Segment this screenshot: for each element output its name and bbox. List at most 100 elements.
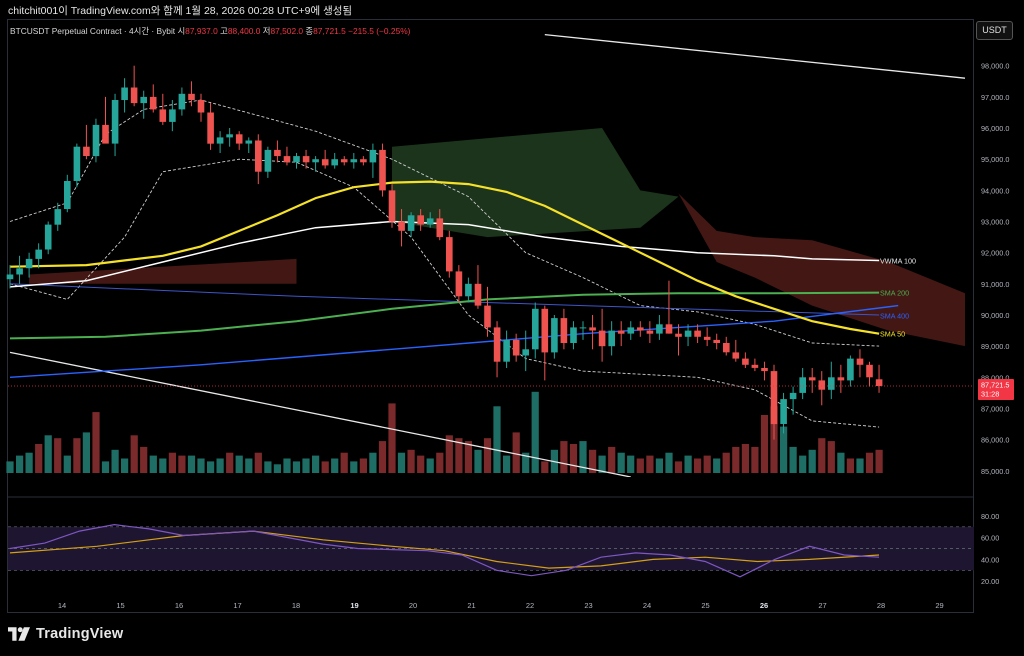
candle bbox=[598, 330, 606, 347]
candle bbox=[608, 330, 615, 347]
volume-bar bbox=[760, 415, 769, 473]
candle bbox=[799, 377, 806, 393]
candle bbox=[340, 159, 348, 163]
candle bbox=[245, 140, 253, 144]
candle bbox=[331, 159, 338, 166]
volume-bar bbox=[589, 449, 597, 473]
candle bbox=[35, 249, 42, 259]
low-value: 87,502.0 bbox=[270, 26, 304, 36]
candle bbox=[818, 380, 826, 390]
candle bbox=[321, 159, 329, 166]
ichimoku-cloud-green-1 bbox=[392, 128, 679, 238]
volume-bar bbox=[292, 461, 301, 473]
candle bbox=[169, 109, 176, 122]
volume-bar bbox=[63, 455, 71, 473]
snapshot-caption: chitchit001이 TradingView.com와 함께 1월 28, … bbox=[8, 5, 353, 17]
rsi-line bbox=[9, 523, 880, 578]
candle bbox=[503, 339, 510, 362]
volume-bar bbox=[16, 455, 24, 473]
rsi-axis-label: 60.00 bbox=[981, 534, 999, 543]
volume-bar bbox=[780, 426, 788, 473]
currency-button[interactable]: USDT bbox=[976, 21, 1013, 40]
candle bbox=[627, 327, 635, 334]
candle bbox=[436, 218, 444, 238]
tradingview-brand[interactable]: TradingView bbox=[8, 626, 123, 642]
candle bbox=[684, 330, 692, 337]
last-price-badge bbox=[978, 379, 1014, 400]
price-axis-label: 92,000.0 bbox=[981, 249, 1009, 258]
volume-bar bbox=[741, 444, 749, 473]
symbol-title: BTCUSDT Perpetual Contract · 4시간 · Bybit bbox=[10, 26, 176, 36]
volume-bar bbox=[617, 452, 625, 473]
volume-bar bbox=[837, 452, 845, 473]
candle bbox=[111, 100, 119, 144]
candle bbox=[25, 258, 33, 269]
volume-bar bbox=[846, 458, 854, 473]
volume-bar bbox=[44, 435, 52, 473]
time-axis-label: 24 bbox=[643, 601, 651, 610]
candle bbox=[360, 159, 367, 163]
price-axis-label: 87,000.0 bbox=[981, 405, 1009, 414]
candle bbox=[130, 87, 138, 104]
upper-band-line bbox=[9, 99, 880, 347]
volume-bar bbox=[627, 455, 635, 473]
candle bbox=[703, 336, 711, 340]
candle bbox=[532, 308, 539, 350]
candle bbox=[847, 358, 854, 381]
candle bbox=[350, 159, 358, 163]
volume-bar bbox=[522, 452, 530, 473]
volume-bar bbox=[54, 438, 62, 473]
candle bbox=[149, 96, 157, 110]
price-axis-label: 90,000.0 bbox=[981, 311, 1009, 320]
close-label: 종 bbox=[305, 26, 314, 36]
candle bbox=[64, 181, 71, 209]
volume-bar bbox=[464, 441, 472, 473]
volume-bar bbox=[694, 458, 702, 473]
candle bbox=[465, 283, 472, 297]
candle bbox=[493, 327, 501, 362]
volume-bar bbox=[674, 461, 683, 473]
candle bbox=[474, 283, 482, 306]
candle bbox=[484, 305, 491, 328]
volume-bar bbox=[140, 446, 148, 473]
candle bbox=[694, 330, 701, 337]
vwma100-label: VWMA 100 bbox=[880, 257, 916, 266]
price-axis-label: 89,000.0 bbox=[981, 342, 1009, 351]
volume-bar bbox=[226, 452, 234, 473]
time-axis-label: 27 bbox=[818, 601, 826, 610]
volume-bar bbox=[378, 441, 387, 473]
price-axis-label: 94,000.0 bbox=[981, 186, 1009, 195]
candle bbox=[83, 146, 90, 156]
price-axis-label: 93,000.0 bbox=[981, 218, 1009, 227]
open-label: 시 bbox=[177, 26, 186, 36]
volume-bar bbox=[207, 461, 215, 473]
price-axis-label: 91,000.0 bbox=[981, 280, 1009, 289]
candle bbox=[178, 93, 186, 110]
candle bbox=[407, 215, 415, 231]
volume-bar bbox=[474, 449, 482, 473]
volume-bar bbox=[92, 412, 100, 473]
volume-bar bbox=[445, 435, 453, 473]
candle bbox=[293, 156, 300, 163]
volume-bar bbox=[455, 438, 463, 473]
price-axis-label: 96,000.0 bbox=[981, 124, 1009, 133]
volume-bar bbox=[665, 452, 673, 473]
volume-bar bbox=[283, 458, 291, 473]
time-axis-label: 14 bbox=[58, 601, 66, 610]
candle bbox=[675, 333, 682, 337]
candle bbox=[837, 377, 845, 381]
volume-bar bbox=[321, 461, 329, 473]
candle bbox=[742, 358, 749, 365]
volume-bar bbox=[149, 455, 157, 473]
volume-bar bbox=[407, 449, 415, 473]
volume-bar bbox=[598, 455, 606, 473]
candle bbox=[121, 87, 128, 100]
volume-bar bbox=[560, 441, 568, 473]
time-axis-label: 21 bbox=[467, 601, 475, 610]
candle bbox=[808, 377, 816, 381]
candle bbox=[379, 149, 386, 191]
volume-bar bbox=[503, 455, 511, 473]
candle bbox=[446, 237, 453, 272]
candle bbox=[417, 215, 424, 225]
